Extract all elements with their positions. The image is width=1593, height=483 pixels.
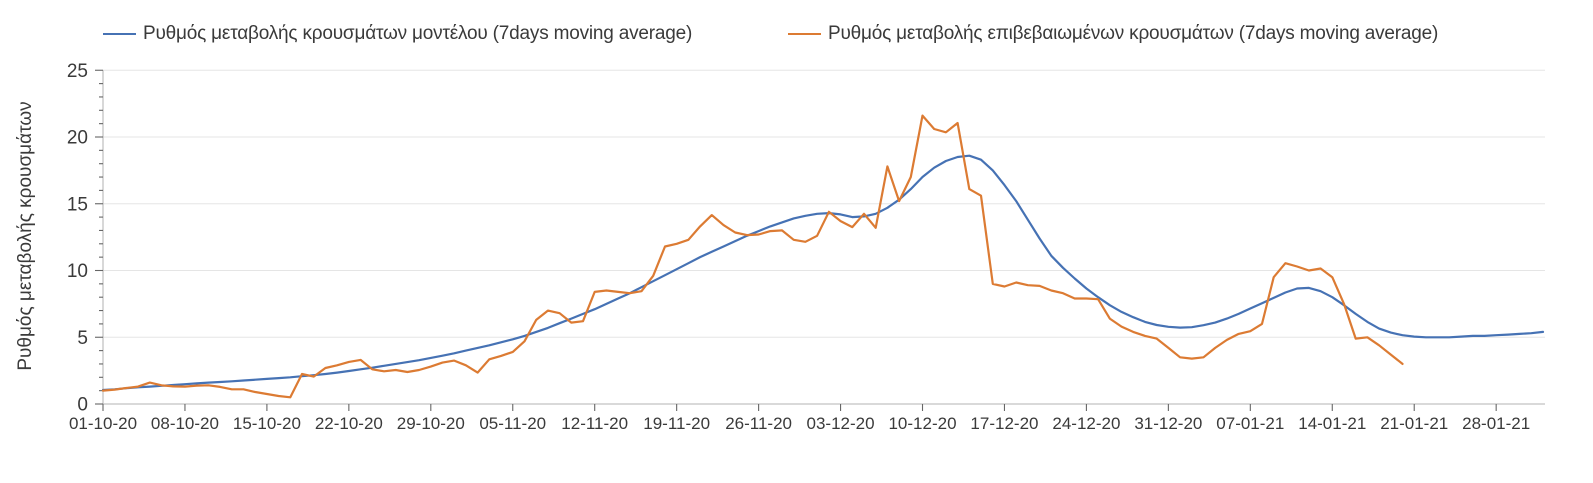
svg-text:08-10-20: 08-10-20 <box>151 414 219 433</box>
y-axis-labels: 0 5 10 15 20 25 <box>67 61 88 416</box>
svg-text:26-11-20: 26-11-20 <box>725 414 792 433</box>
x-axis-labels: 01-10-20 08-10-20 15-10-20 22-10-20 29-10-20… <box>69 414 1530 433</box>
svg-text:17-12-20: 17-12-20 <box>970 414 1038 433</box>
svg-text:05-11-20: 05-11-20 <box>479 414 546 433</box>
svg-text:0: 0 <box>77 395 88 416</box>
svg-text:5: 5 <box>77 328 88 349</box>
axes <box>102 70 1545 405</box>
svg-text:03-12-20: 03-12-20 <box>807 414 875 433</box>
svg-text:10: 10 <box>67 261 88 282</box>
legend-item-model[interactable]: Ρυθμός μεταβολής κρουσμάτων μοντέλου (7d… <box>103 23 692 45</box>
svg-text:20: 20 <box>67 128 88 149</box>
y-axis-ticks <box>95 69 103 405</box>
svg-text:07-01-21: 07-01-21 <box>1216 414 1284 433</box>
svg-text:29-10-20: 29-10-20 <box>397 414 465 433</box>
svg-text:21-01-21: 21-01-21 <box>1380 414 1448 433</box>
svg-text:31-12-20: 31-12-20 <box>1134 414 1202 433</box>
gridlines <box>103 69 1545 338</box>
svg-text:19-11-20: 19-11-20 <box>643 414 710 433</box>
legend-item-confirmed[interactable]: Ρυθμός μεταβολής επιβεβαιωμένων κρουσμάτ… <box>788 23 1438 45</box>
svg-text:28-01-21: 28-01-21 <box>1462 414 1530 433</box>
svg-text:14-01-21: 14-01-21 <box>1298 414 1366 433</box>
svg-text:25: 25 <box>67 61 88 82</box>
svg-text:15: 15 <box>67 194 88 215</box>
x-axis-ticks <box>102 404 1497 411</box>
legend-line-icon-model <box>103 33 136 35</box>
svg-text:12-11-20: 12-11-20 <box>561 414 628 433</box>
svg-text:01-10-20: 01-10-20 <box>69 414 137 433</box>
y-axis-title: Ρυθμός μεταβολής κρουσμάτων <box>15 101 36 371</box>
svg-text:22-10-20: 22-10-20 <box>315 414 383 433</box>
legend-label-confirmed: Ρυθμός μεταβολής επιβεβαιωμένων κρουσμάτ… <box>828 23 1439 44</box>
svg-text:15-10-20: 15-10-20 <box>233 414 301 433</box>
series-model-line[interactable] <box>101 154 1545 392</box>
legend-line-icon-confirmed <box>788 33 821 35</box>
legend-label-model: Ρυθμός μεταβολής κρουσμάτων μοντέλου (7d… <box>143 23 693 44</box>
svg-text:10-12-20: 10-12-20 <box>888 414 956 433</box>
series-confirmed-line[interactable] <box>101 114 1404 399</box>
svg-text:24-12-20: 24-12-20 <box>1052 414 1120 433</box>
